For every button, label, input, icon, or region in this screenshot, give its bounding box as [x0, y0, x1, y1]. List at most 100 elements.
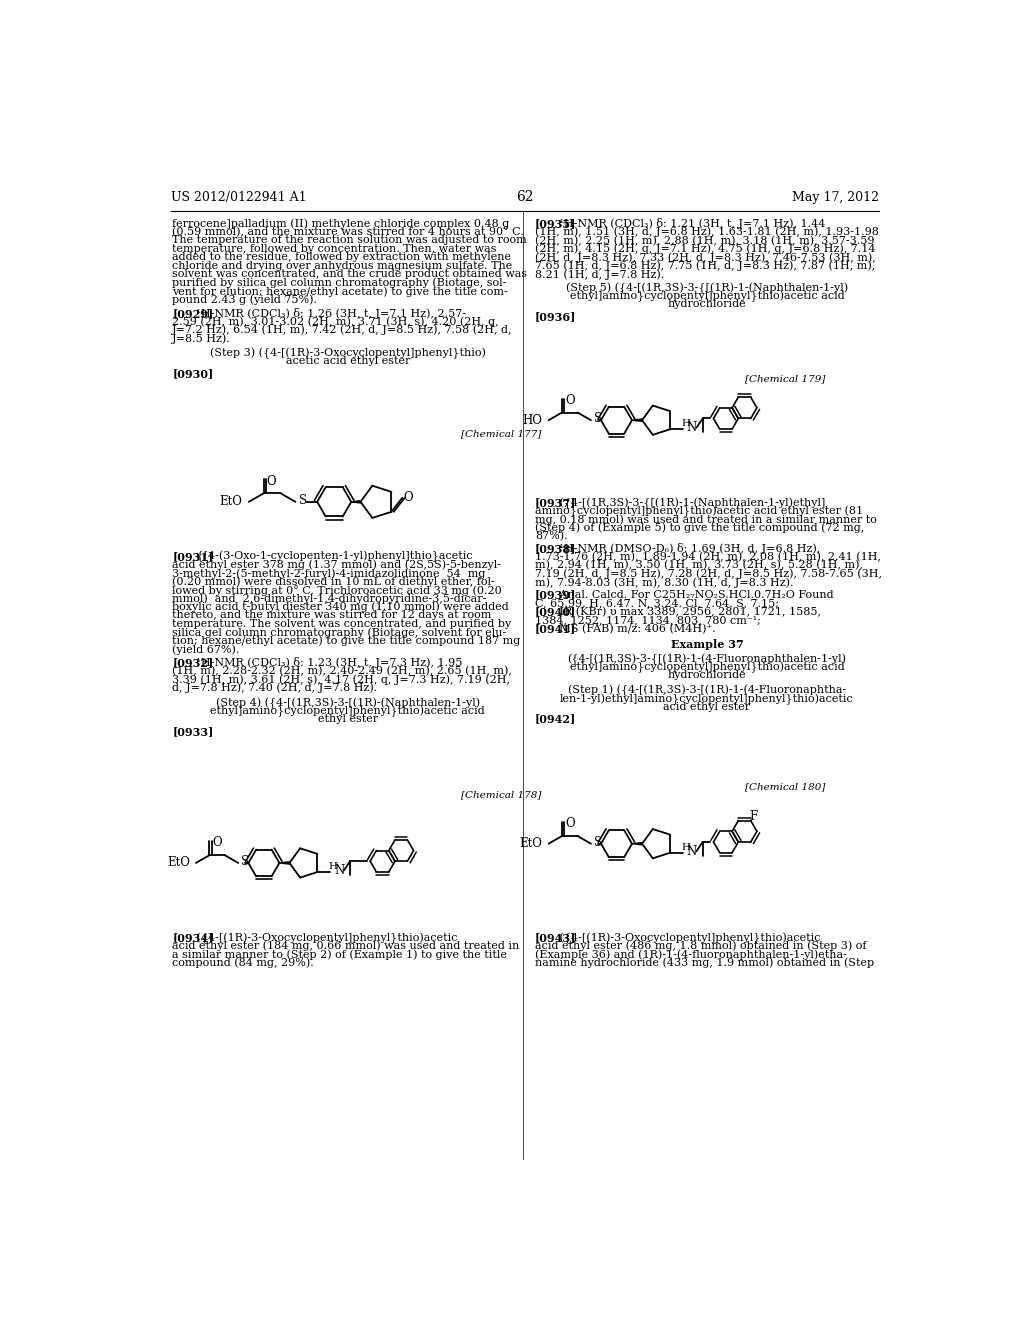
Text: vent for elution; hexane/ethyl acetate) to give the title com-: vent for elution; hexane/ethyl acetate) … [172, 286, 508, 297]
Text: ¹H-NMR (CDCl₃) δ: 1.21 (3H, t, J=7.1 Hz), 1.44: ¹H-NMR (CDCl₃) δ: 1.21 (3H, t, J=7.1 Hz)… [549, 218, 825, 230]
Text: (Example 36) and (1R)-1-(4-fluoronaphthalen-1-yl)etha-: (Example 36) and (1R)-1-(4-fluoronaphtha… [535, 949, 847, 960]
Text: [0933]: [0933] [172, 726, 214, 737]
Text: The temperature of the reaction solution was adjusted to room: The temperature of the reaction solution… [172, 235, 527, 246]
Text: S: S [242, 855, 250, 869]
Text: O: O [403, 491, 414, 504]
Text: J=8.5 Hz).: J=8.5 Hz). [172, 333, 231, 343]
Text: purified by silica gel column chromatography (Biotage, sol-: purified by silica gel column chromatogr… [172, 277, 507, 288]
Text: N: N [334, 865, 344, 876]
Text: [Chemical 179]: [Chemical 179] [745, 374, 825, 383]
Text: (Step 4) ({4-[(1R,3S)-3-[(1R)-(Naphthalen-1-yl): (Step 4) ({4-[(1R,3S)-3-[(1R)-(Naphthale… [216, 697, 480, 709]
Text: (2H, d, J=8.3 Hz), 7.33 (2H, d, J=8.3 Hz), 7.46-7.53 (3H, m),: (2H, d, J=8.3 Hz), 7.33 (2H, d, J=8.3 Hz… [535, 252, 876, 263]
Polygon shape [280, 862, 290, 865]
Text: ¹H-NMR (CDCl₃) δ: 1.23 (3H, t, J=7.3 Hz), 1.95: ¹H-NMR (CDCl₃) δ: 1.23 (3H, t, J=7.3 Hz)… [186, 657, 463, 668]
Text: S: S [594, 412, 602, 425]
Text: 8.21 (1H, d, J=7.8 Hz).: 8.21 (1H, d, J=7.8 Hz). [535, 269, 665, 280]
Text: boxylic acid t-butyl diester 340 mg (1.10 mmol) were added: boxylic acid t-butyl diester 340 mg (1.1… [172, 602, 509, 612]
Text: [0939]: [0939] [535, 590, 577, 601]
Text: ¹H-NMR (DMSO-D₆) δ: 1.69 (3H, d, J=6.8 Hz),: ¹H-NMR (DMSO-D₆) δ: 1.69 (3H, d, J=6.8 H… [549, 544, 820, 554]
Text: [0935]: [0935] [535, 218, 577, 230]
Text: (Step 1) ({4-[(1R,3S)-3-[(1R)-1-(4-Fluoronaphtha-: (Step 1) ({4-[(1R,3S)-3-[(1R)-1-(4-Fluor… [567, 685, 846, 697]
Text: compound (84 mg, 29%).: compound (84 mg, 29%). [172, 958, 314, 969]
Text: [0932]: [0932] [172, 657, 213, 668]
Text: tion; hexane/ethyl acetate) to give the title compound 187 mg: tion; hexane/ethyl acetate) to give the … [172, 636, 520, 647]
Text: ({4-[(1R,3S)-3-{[(1R)-1-(Naphthalen-1-yl)ethyl]: ({4-[(1R,3S)-3-{[(1R)-1-(Naphthalen-1-yl… [549, 498, 825, 508]
Text: O: O [565, 393, 574, 407]
Text: S: S [594, 836, 602, 849]
Text: hydrochloride: hydrochloride [668, 300, 746, 309]
Text: ({4-[(1R,3S)-3-{[(1R)-1-(4-Fluoronaphthalen-1-yl): ({4-[(1R,3S)-3-{[(1R)-1-(4-Fluoronaphtha… [567, 653, 847, 665]
Text: hydrochloride: hydrochloride [668, 671, 746, 680]
Text: temperature. The solvent was concentrated, and purified by: temperature. The solvent was concentrate… [172, 619, 511, 628]
Text: 3.39 (1H, m), 3.61 (2H, s), 4.17 (2H, q, J=7.3 Hz), 7.19 (2H,: 3.39 (1H, m), 3.61 (2H, s), 4.17 (2H, q,… [172, 675, 510, 685]
Text: (2H, m), 4.15 (2H, q, J=7.1 Hz), 4.75 (1H, q, J=6.8 Hz), 7.14: (2H, m), 4.15 (2H, q, J=7.1 Hz), 4.75 (1… [535, 244, 876, 255]
Text: 1384, 1252, 1174, 1134, 803, 780 cm⁻¹;: 1384, 1252, 1174, 1134, 803, 780 cm⁻¹; [535, 615, 761, 624]
Text: O: O [565, 817, 574, 830]
Text: [0936]: [0936] [535, 312, 577, 322]
Text: m), 7.94-8.03 (3H, m), 8.30 (1H, d, J=8.3 Hz).: m), 7.94-8.03 (3H, m), 8.30 (1H, d, J=8.… [535, 577, 794, 587]
Polygon shape [632, 842, 642, 845]
Text: acetic acid ethyl ester: acetic acid ethyl ester [286, 356, 410, 366]
Text: ethyl]amino}cyclopentyl]phenyl}thio)acetic acid: ethyl]amino}cyclopentyl]phenyl}thio)acet… [569, 663, 845, 673]
Text: [0930]: [0930] [172, 368, 213, 379]
Text: (Step 3) ({4-[(1R)-3-Oxocyclopentyl]phenyl}thio): (Step 3) ({4-[(1R)-3-Oxocyclopentyl]phen… [210, 348, 485, 359]
Text: ({4-[(1R)-3-Oxocyclopentyl]phenyl}thio)acetic: ({4-[(1R)-3-Oxocyclopentyl]phenyl}thio)a… [186, 932, 458, 944]
Text: lowed by stirring at 0° C. Trichloroacetic acid 33 mg (0.20: lowed by stirring at 0° C. Trichloroacet… [172, 585, 502, 595]
Text: (0.20 mmol) were dissolved in 10 mL of diethyl ether, fol-: (0.20 mmol) were dissolved in 10 mL of d… [172, 577, 495, 587]
Text: 1.73-1.76 (2H, m), 1.89-1.94 (2H, m), 2.08 (1H, m), 2.41 (1H,: 1.73-1.76 (2H, m), 1.89-1.94 (2H, m), 2.… [535, 552, 881, 562]
Text: Example 37: Example 37 [671, 639, 743, 649]
Text: d, J=7.8 Hz), 7.40 (2H, d, J=7.8 Hz).: d, J=7.8 Hz), 7.40 (2H, d, J=7.8 Hz). [172, 682, 378, 693]
Text: (0.59 mmol), and the mixture was stirred for 4 hours at 90° C.: (0.59 mmol), and the mixture was stirred… [172, 227, 524, 238]
Text: EtO: EtO [519, 837, 543, 850]
Text: O: O [266, 474, 276, 487]
Text: EtO: EtO [220, 495, 243, 508]
Text: J=7.2 Hz), 6.54 (1H, m), 7.42 (2H, d, J=8.5 Hz), 7.58 (2H, d,: J=7.2 Hz), 6.54 (1H, m), 7.42 (2H, d, J=… [172, 325, 513, 335]
Text: 3-methyl-2-(5-methyl-2-furyl)-4-imidazolidinone  54  mg: 3-methyl-2-(5-methyl-2-furyl)-4-imidazol… [172, 568, 485, 578]
Text: HO: HO [522, 413, 543, 426]
Text: [0942]: [0942] [535, 714, 577, 725]
Text: (1H, m), 1.51 (3H, d, J=6.8 Hz), 1.63-1.81 (2H, m), 1.93-1.98: (1H, m), 1.51 (3H, d, J=6.8 Hz), 1.63-1.… [535, 227, 879, 238]
Text: H: H [681, 843, 690, 851]
Text: [Chemical 180]: [Chemical 180] [745, 781, 825, 791]
Text: m), 2.94 (1H, m), 3.50 (1H, m), 3.73 (2H, s), 5.28 (1H, m),: m), 2.94 (1H, m), 3.50 (1H, m), 3.73 (2H… [535, 560, 863, 570]
Text: C, 65.99. H, 6.47. N, 3.24. Cl, 7.64. S, 7.15;: C, 65.99. H, 6.47. N, 3.24. Cl, 7.64. S,… [535, 598, 779, 609]
Text: H: H [681, 420, 690, 429]
Text: 2.59 (2H, m), 3.01-3.02 (2H, m), 3.71 (3H, s), 4.20 (2H, q,: 2.59 (2H, m), 3.01-3.02 (2H, m), 3.71 (3… [172, 317, 499, 327]
Text: 7.19 (2H, d, J=8.5 Hz), 7.28 (2H, d, J=8.5 Hz), 7.58-7.65 (3H,: 7.19 (2H, d, J=8.5 Hz), 7.28 (2H, d, J=8… [535, 569, 882, 579]
Text: US 2012/0122941 A1: US 2012/0122941 A1 [171, 191, 306, 203]
Text: silica gel column chromatography (Biotage, solvent for elu-: silica gel column chromatography (Biotag… [172, 627, 507, 638]
Text: 7.65 (1H, d, J=6.8 Hz), 7.75 (1H, d, J=8.3 Hz), 7.87 (1H, m),: 7.65 (1H, d, J=6.8 Hz), 7.75 (1H, d, J=8… [535, 261, 876, 272]
Text: pound 2.43 g (yield 75%).: pound 2.43 g (yield 75%). [172, 294, 317, 305]
Text: EtO: EtO [167, 857, 189, 870]
Text: F: F [750, 809, 758, 822]
Text: MS (FAB) m/z: 406 (M4H)⁺.: MS (FAB) m/z: 406 (M4H)⁺. [549, 623, 716, 634]
Text: [0938]: [0938] [535, 544, 577, 554]
Text: [0931]: [0931] [172, 552, 213, 562]
Text: N: N [687, 845, 697, 858]
Text: (yield 67%).: (yield 67%). [172, 644, 240, 655]
Text: ethyl]amino}cyclopentyl]phenyl}thio)acetic acid: ethyl]amino}cyclopentyl]phenyl}thio)acet… [210, 706, 485, 717]
Text: [0941]: [0941] [535, 623, 577, 635]
Text: [0937]: [0937] [535, 498, 577, 508]
Text: ({4-[(1R)-3-Oxocyclopentyl]phenyl}thio)acetic: ({4-[(1R)-3-Oxocyclopentyl]phenyl}thio)a… [549, 932, 820, 944]
Text: mmol)  and  2,6-dimethyl-1,4-dihydropyridine-3,5-dicar-: mmol) and 2,6-dimethyl-1,4-dihydropyridi… [172, 594, 486, 605]
Text: (Step 5) ({4-[(1R,3S)-3-{[(1R)-1-(Naphthalen-1-yl): (Step 5) ({4-[(1R,3S)-3-{[(1R)-1-(Naphth… [566, 282, 848, 294]
Text: IR (KBr) υ max 3389, 2956, 2801, 1721, 1585,: IR (KBr) υ max 3389, 2956, 2801, 1721, 1… [549, 607, 821, 616]
Text: a similar manner to (Step 2) of (Example 1) to give the title: a similar manner to (Step 2) of (Example… [172, 949, 507, 960]
Text: 87%).: 87%). [535, 531, 567, 541]
Text: thereto, and the mixture was stirred for 12 days at room: thereto, and the mixture was stirred for… [172, 610, 492, 620]
Text: ethyl]amino}cyclopentyl]phenyl}thio)acetic acid: ethyl]amino}cyclopentyl]phenyl}thio)acet… [569, 290, 845, 302]
Text: acid ethyl ester 378 mg (1.37 mmol) and (2S,5S)-5-benzyl-: acid ethyl ester 378 mg (1.37 mmol) and … [172, 560, 501, 570]
Text: S: S [299, 494, 306, 507]
Text: [Chemical 177]: [Chemical 177] [461, 429, 542, 438]
Text: [0934]: [0934] [172, 932, 214, 944]
Text: ethyl ester: ethyl ester [317, 714, 378, 725]
Text: solvent was concentrated, and the crude product obtained was: solvent was concentrated, and the crude … [172, 269, 527, 280]
Text: {[4-(3-Oxo-1-cyclopenten-1-yl)phenyl]thio}acetic: {[4-(3-Oxo-1-cyclopenten-1-yl)phenyl]thi… [186, 552, 473, 562]
Text: (1H, m), 2.28-2.32 (2H, m), 2.40-2.49 (2H, m), 2.65 (1H, m),: (1H, m), 2.28-2.32 (2H, m), 2.40-2.49 (2… [172, 665, 512, 676]
Text: (2H, m), 2.25 (1H, m), 2.88 (1H, m), 3.18 (1H, m), 3.57-3.59: (2H, m), 2.25 (1H, m), 2.88 (1H, m), 3.1… [535, 235, 874, 246]
Text: [0929]: [0929] [172, 308, 213, 319]
Text: acid ethyl ester (486 mg, 1.8 mmol) obtained in (Step 3) of: acid ethyl ester (486 mg, 1.8 mmol) obta… [535, 941, 866, 952]
Text: [0940]: [0940] [535, 607, 577, 618]
Text: namine hydrochloride (433 mg, 1.9 mmol) obtained in (Step: namine hydrochloride (433 mg, 1.9 mmol) … [535, 958, 874, 969]
